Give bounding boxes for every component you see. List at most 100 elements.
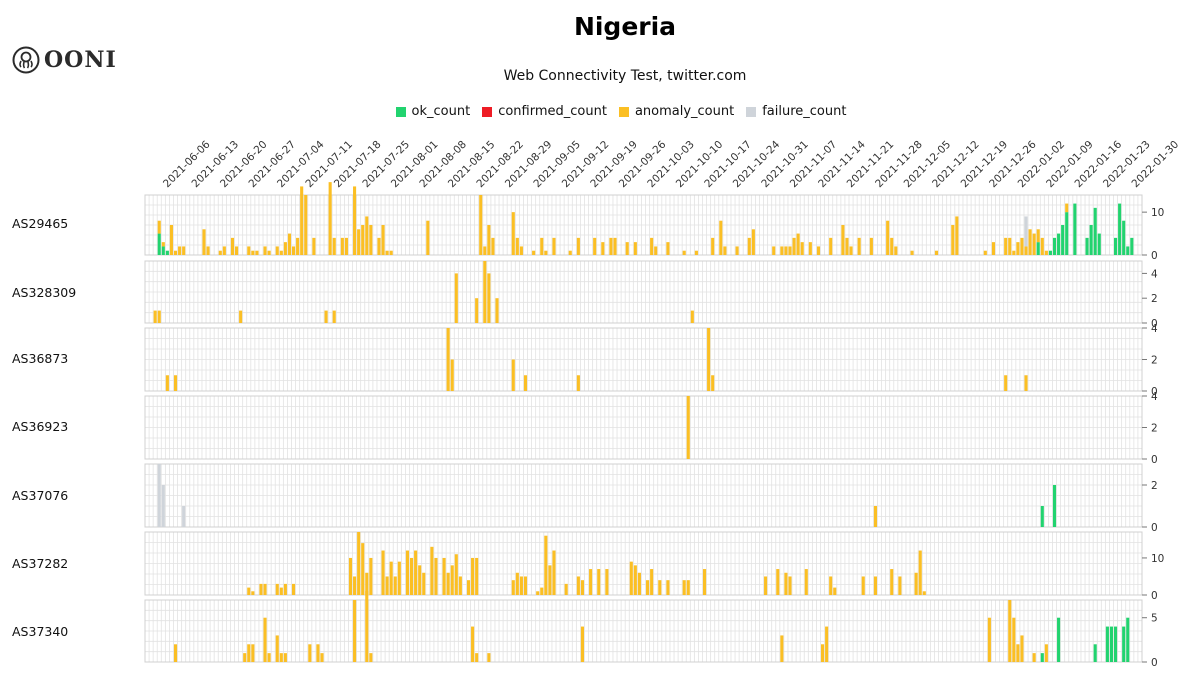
bar-anomaly-count — [283, 653, 287, 662]
bar-anomaly-count — [523, 375, 528, 391]
y-tick-label: 2 — [1151, 355, 1158, 367]
bar-anomaly-count — [747, 237, 751, 255]
bar-failure-count — [161, 485, 165, 527]
bar-anomaly-count — [487, 653, 491, 662]
bar-anomaly-count — [247, 246, 251, 255]
bar-anomaly-count — [446, 572, 450, 595]
bar-anomaly-count — [548, 565, 552, 595]
bar-anomaly-count — [682, 250, 686, 255]
bar-anomaly-count — [694, 250, 698, 255]
bar-anomaly-count — [702, 569, 707, 595]
y-tick-label: 0 — [1151, 318, 1158, 330]
bar-ok-count — [1052, 485, 1057, 527]
bar-anomaly-count — [519, 576, 523, 595]
bar-ok-count — [1048, 250, 1052, 255]
y-tick-label: 4 — [1151, 268, 1158, 280]
bar-anomaly-count — [206, 246, 210, 255]
bar-anomaly-count — [287, 233, 292, 255]
bar-anomaly-count — [235, 246, 239, 255]
bar-anomaly-count — [666, 242, 670, 255]
bar-anomaly-count — [580, 626, 584, 662]
bar-anomaly-count — [808, 242, 812, 255]
legend-swatch-anomaly — [618, 106, 629, 117]
bar-failure-count — [1024, 216, 1028, 247]
legend-item-confirmed-count[interactable]: confirmed_count — [482, 104, 607, 119]
bar-anomaly-count — [304, 195, 308, 255]
bar-failure-count — [157, 464, 161, 527]
legend-item-failure-count[interactable]: failure_count — [746, 104, 846, 119]
bar-anomaly-count — [686, 396, 690, 459]
bar-anomaly-count — [540, 237, 544, 255]
bar-anomaly-count — [597, 569, 601, 595]
bar-anomaly-count — [218, 250, 222, 255]
y-tick-label: 5 — [1151, 613, 1158, 625]
bar-anomaly-count — [410, 557, 414, 595]
bar-anomaly-count — [369, 225, 373, 255]
legend-item-anomaly-count[interactable]: anomaly_count — [618, 104, 734, 119]
chart-title: Nigeria — [573, 12, 677, 41]
y-tick-label: 0 — [1151, 454, 1158, 466]
panel-border — [144, 599, 1143, 663]
legend-item-ok-count[interactable]: ok_count — [395, 104, 470, 119]
bar-anomaly-count — [267, 250, 271, 255]
ooni-logo[interactable]: OONI — [12, 46, 117, 74]
bar-anomaly-count — [479, 195, 483, 255]
panel-as29465: 0 10 — [144, 182, 1164, 262]
bar-anomaly-count — [279, 653, 283, 662]
bar-anomaly-count — [344, 237, 348, 255]
bar-anomaly-count — [829, 237, 833, 255]
bar-anomaly-count — [430, 546, 434, 595]
bar-anomaly-count — [332, 237, 336, 255]
bar-anomaly-count — [222, 246, 226, 255]
bar-anomaly-count — [1012, 617, 1016, 662]
bar-anomaly-count — [275, 583, 279, 595]
asn-label-as328309: AS328309 — [12, 285, 77, 300]
bar-anomaly-count — [491, 237, 495, 255]
bar-anomaly-count — [263, 617, 267, 662]
bar-ok-count — [1073, 203, 1077, 255]
bar-anomaly-count — [291, 246, 296, 255]
bar-anomaly-count — [686, 580, 690, 595]
bar-anomaly-count — [857, 237, 861, 255]
bar-ok-count — [1097, 233, 1101, 255]
bar-anomaly-count — [898, 576, 902, 595]
bar-anomaly-count — [821, 644, 825, 662]
bar-anomaly-count — [735, 246, 739, 255]
bar-anomaly-count — [751, 229, 755, 255]
bar-anomaly-count — [788, 576, 792, 595]
asn-label-as37282: AS37282 — [12, 556, 69, 571]
bar-anomaly-count — [568, 250, 572, 255]
bar-anomaly-count — [157, 220, 161, 234]
panel-hgrid — [145, 260, 1142, 324]
bar-anomaly-count — [279, 250, 283, 255]
y-tick-label: 2 — [1151, 480, 1158, 492]
bar-anomaly-count — [283, 242, 287, 255]
y-tick-label: 10 — [1151, 553, 1164, 565]
bar-anomaly-count — [353, 576, 357, 595]
bar-anomaly-count — [511, 580, 515, 595]
bar-anomaly-count — [841, 225, 845, 255]
bar-anomaly-count — [1040, 237, 1044, 255]
chart-subtitle: Web Connectivity Test, twitter.com — [503, 68, 747, 84]
bar-anomaly-count — [259, 583, 263, 595]
bar-anomaly-count — [1024, 375, 1028, 391]
bar-anomaly-count — [369, 653, 373, 662]
panel-hgrid — [145, 327, 1142, 392]
bar-anomaly-count — [1016, 242, 1020, 255]
bar-anomaly-count — [393, 576, 397, 595]
bar-anomaly-count — [593, 237, 597, 255]
bar-anomaly-count — [1012, 250, 1016, 255]
bar-ok-count — [1040, 506, 1044, 527]
bar-ok-count — [1036, 242, 1040, 255]
bar-anomaly-count — [397, 561, 401, 595]
bar-ok-count — [1126, 617, 1130, 662]
panel-hgrid — [145, 599, 1142, 663]
bar-anomaly-count — [719, 220, 723, 255]
y-tick-label: 0 — [1151, 386, 1158, 398]
bar-anomaly-count — [869, 237, 873, 255]
bar-anomaly-count — [1020, 237, 1024, 255]
bar-anomaly-count — [991, 242, 996, 255]
bar-anomaly-count — [434, 557, 438, 595]
bar-anomaly-count — [340, 237, 344, 255]
